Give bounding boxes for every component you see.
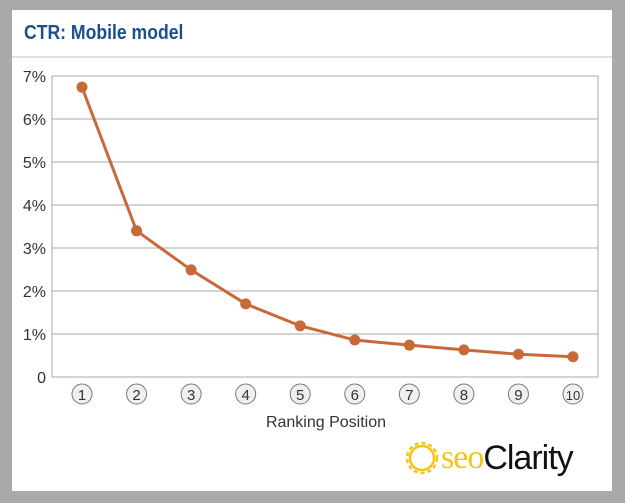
x-tick-circle bbox=[507, 383, 529, 405]
y-tick-label: 1% bbox=[23, 327, 46, 344]
sun-logo-icon bbox=[405, 441, 439, 475]
x-tick-label: 1 bbox=[78, 387, 86, 404]
x-tick-label: 5 bbox=[296, 387, 304, 404]
x-tick-label: 2 bbox=[132, 387, 140, 404]
y-tick-label: 0 bbox=[37, 370, 46, 387]
data-point bbox=[294, 320, 306, 332]
y-tick-label: 4% bbox=[23, 198, 46, 215]
x-tick-circle bbox=[180, 383, 202, 405]
x-tick-label: 10 bbox=[566, 388, 580, 403]
x-tick-circle bbox=[344, 383, 366, 405]
x-tick-label: 8 bbox=[460, 387, 468, 404]
chart-title: CTR: Mobile model bbox=[24, 22, 184, 44]
x-tick-circle bbox=[235, 383, 257, 405]
x-tick-circle bbox=[562, 383, 584, 405]
y-tick-label: 5% bbox=[23, 155, 46, 172]
logo-clarity: Clarity bbox=[483, 438, 573, 477]
y-tick-label: 6% bbox=[23, 112, 46, 129]
data-point bbox=[131, 225, 143, 237]
x-tick-label: 4 bbox=[241, 387, 249, 404]
x-tick-label: 3 bbox=[187, 387, 195, 404]
x-tick-circle bbox=[289, 383, 311, 405]
x-tick-label: 7 bbox=[405, 387, 413, 404]
x-tick-circle bbox=[71, 383, 93, 405]
y-tick-label: 3% bbox=[23, 241, 46, 258]
data-point bbox=[567, 351, 579, 363]
title-divider bbox=[12, 56, 612, 58]
data-point bbox=[240, 298, 252, 310]
series-line bbox=[80, 86, 574, 359]
x-tick-circle bbox=[398, 383, 420, 405]
data-point bbox=[403, 339, 415, 351]
data-point bbox=[458, 344, 470, 356]
seoclarity-logo: seo Clarity bbox=[403, 438, 574, 478]
y-tick-label: 2% bbox=[23, 284, 46, 301]
x-tick-circle bbox=[453, 383, 475, 405]
data-point bbox=[76, 81, 88, 93]
data-point bbox=[349, 334, 361, 346]
x-tick-label: 6 bbox=[351, 387, 359, 404]
logo-seo: seo bbox=[441, 439, 484, 476]
data-point bbox=[185, 264, 197, 276]
x-tick-circle bbox=[126, 383, 148, 405]
x-tick-label: 9 bbox=[514, 387, 522, 404]
chart-card: CTR: Mobile model bbox=[12, 10, 612, 491]
data-point bbox=[512, 348, 524, 360]
y-tick-label: 7% bbox=[23, 69, 46, 86]
x-axis-label: Ranking Position bbox=[266, 414, 386, 431]
